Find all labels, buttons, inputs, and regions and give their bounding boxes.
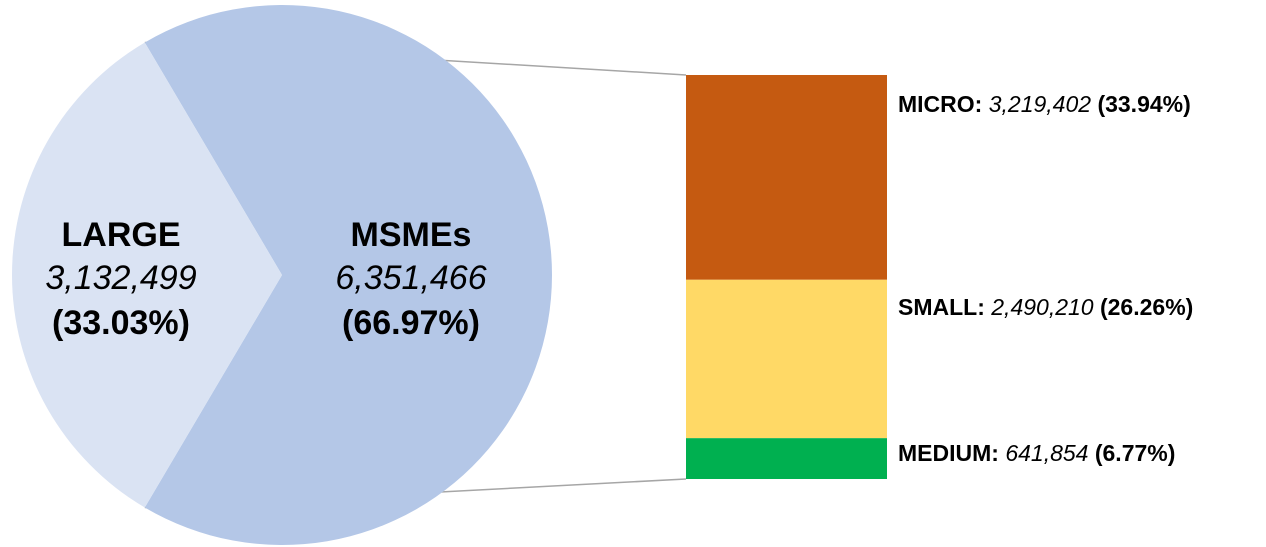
bar-segment-micro — [686, 75, 887, 280]
slice-name-msmes: MSMEs — [351, 216, 472, 254]
segment-label-medium: MEDIUM: 641,854 (6.77%) — [898, 440, 1175, 466]
pie-slice-msmes — [144, 4, 552, 545]
segment-value-micro: 3,219,402 — [989, 91, 1092, 117]
segment-name-medium: MEDIUM: — [898, 440, 999, 466]
pie-slice-large — [11, 42, 283, 508]
slice-name-large: LARGE — [62, 216, 181, 254]
slice-label-msmes: MSMEs 6,351,466 (66.97%) — [335, 216, 486, 342]
slice-value-large: 3,132,499 — [45, 259, 196, 297]
slice-label-large: LARGE 3,132,499 (33.03%) — [45, 216, 196, 342]
segment-name-micro: MICRO: — [898, 91, 982, 117]
bar-segment-small — [686, 279, 887, 439]
pie — [11, 4, 552, 545]
segment-name-small: SMALL: — [898, 294, 985, 320]
breakdown-bar — [686, 75, 887, 479]
segment-label-micro: MICRO: 3,219,402 (33.94%) — [898, 91, 1191, 117]
segment-value-small: 2,490,210 — [990, 294, 1094, 320]
segment-label-small: SMALL: 2,490,210 (26.26%) — [898, 294, 1193, 320]
slice-value-msmes: 6,351,466 — [335, 259, 486, 297]
segment-value-medium: 641,854 — [1005, 440, 1088, 466]
segment-percent-small: (26.26%) — [1100, 294, 1193, 320]
segment-percent-micro: (33.94%) — [1097, 91, 1190, 117]
slice-percent-msmes: (66.97%) — [342, 304, 480, 342]
segment-percent-medium: (6.77%) — [1095, 440, 1176, 466]
bar-segment-medium — [686, 438, 887, 479]
slice-percent-large: (33.03%) — [52, 304, 190, 342]
